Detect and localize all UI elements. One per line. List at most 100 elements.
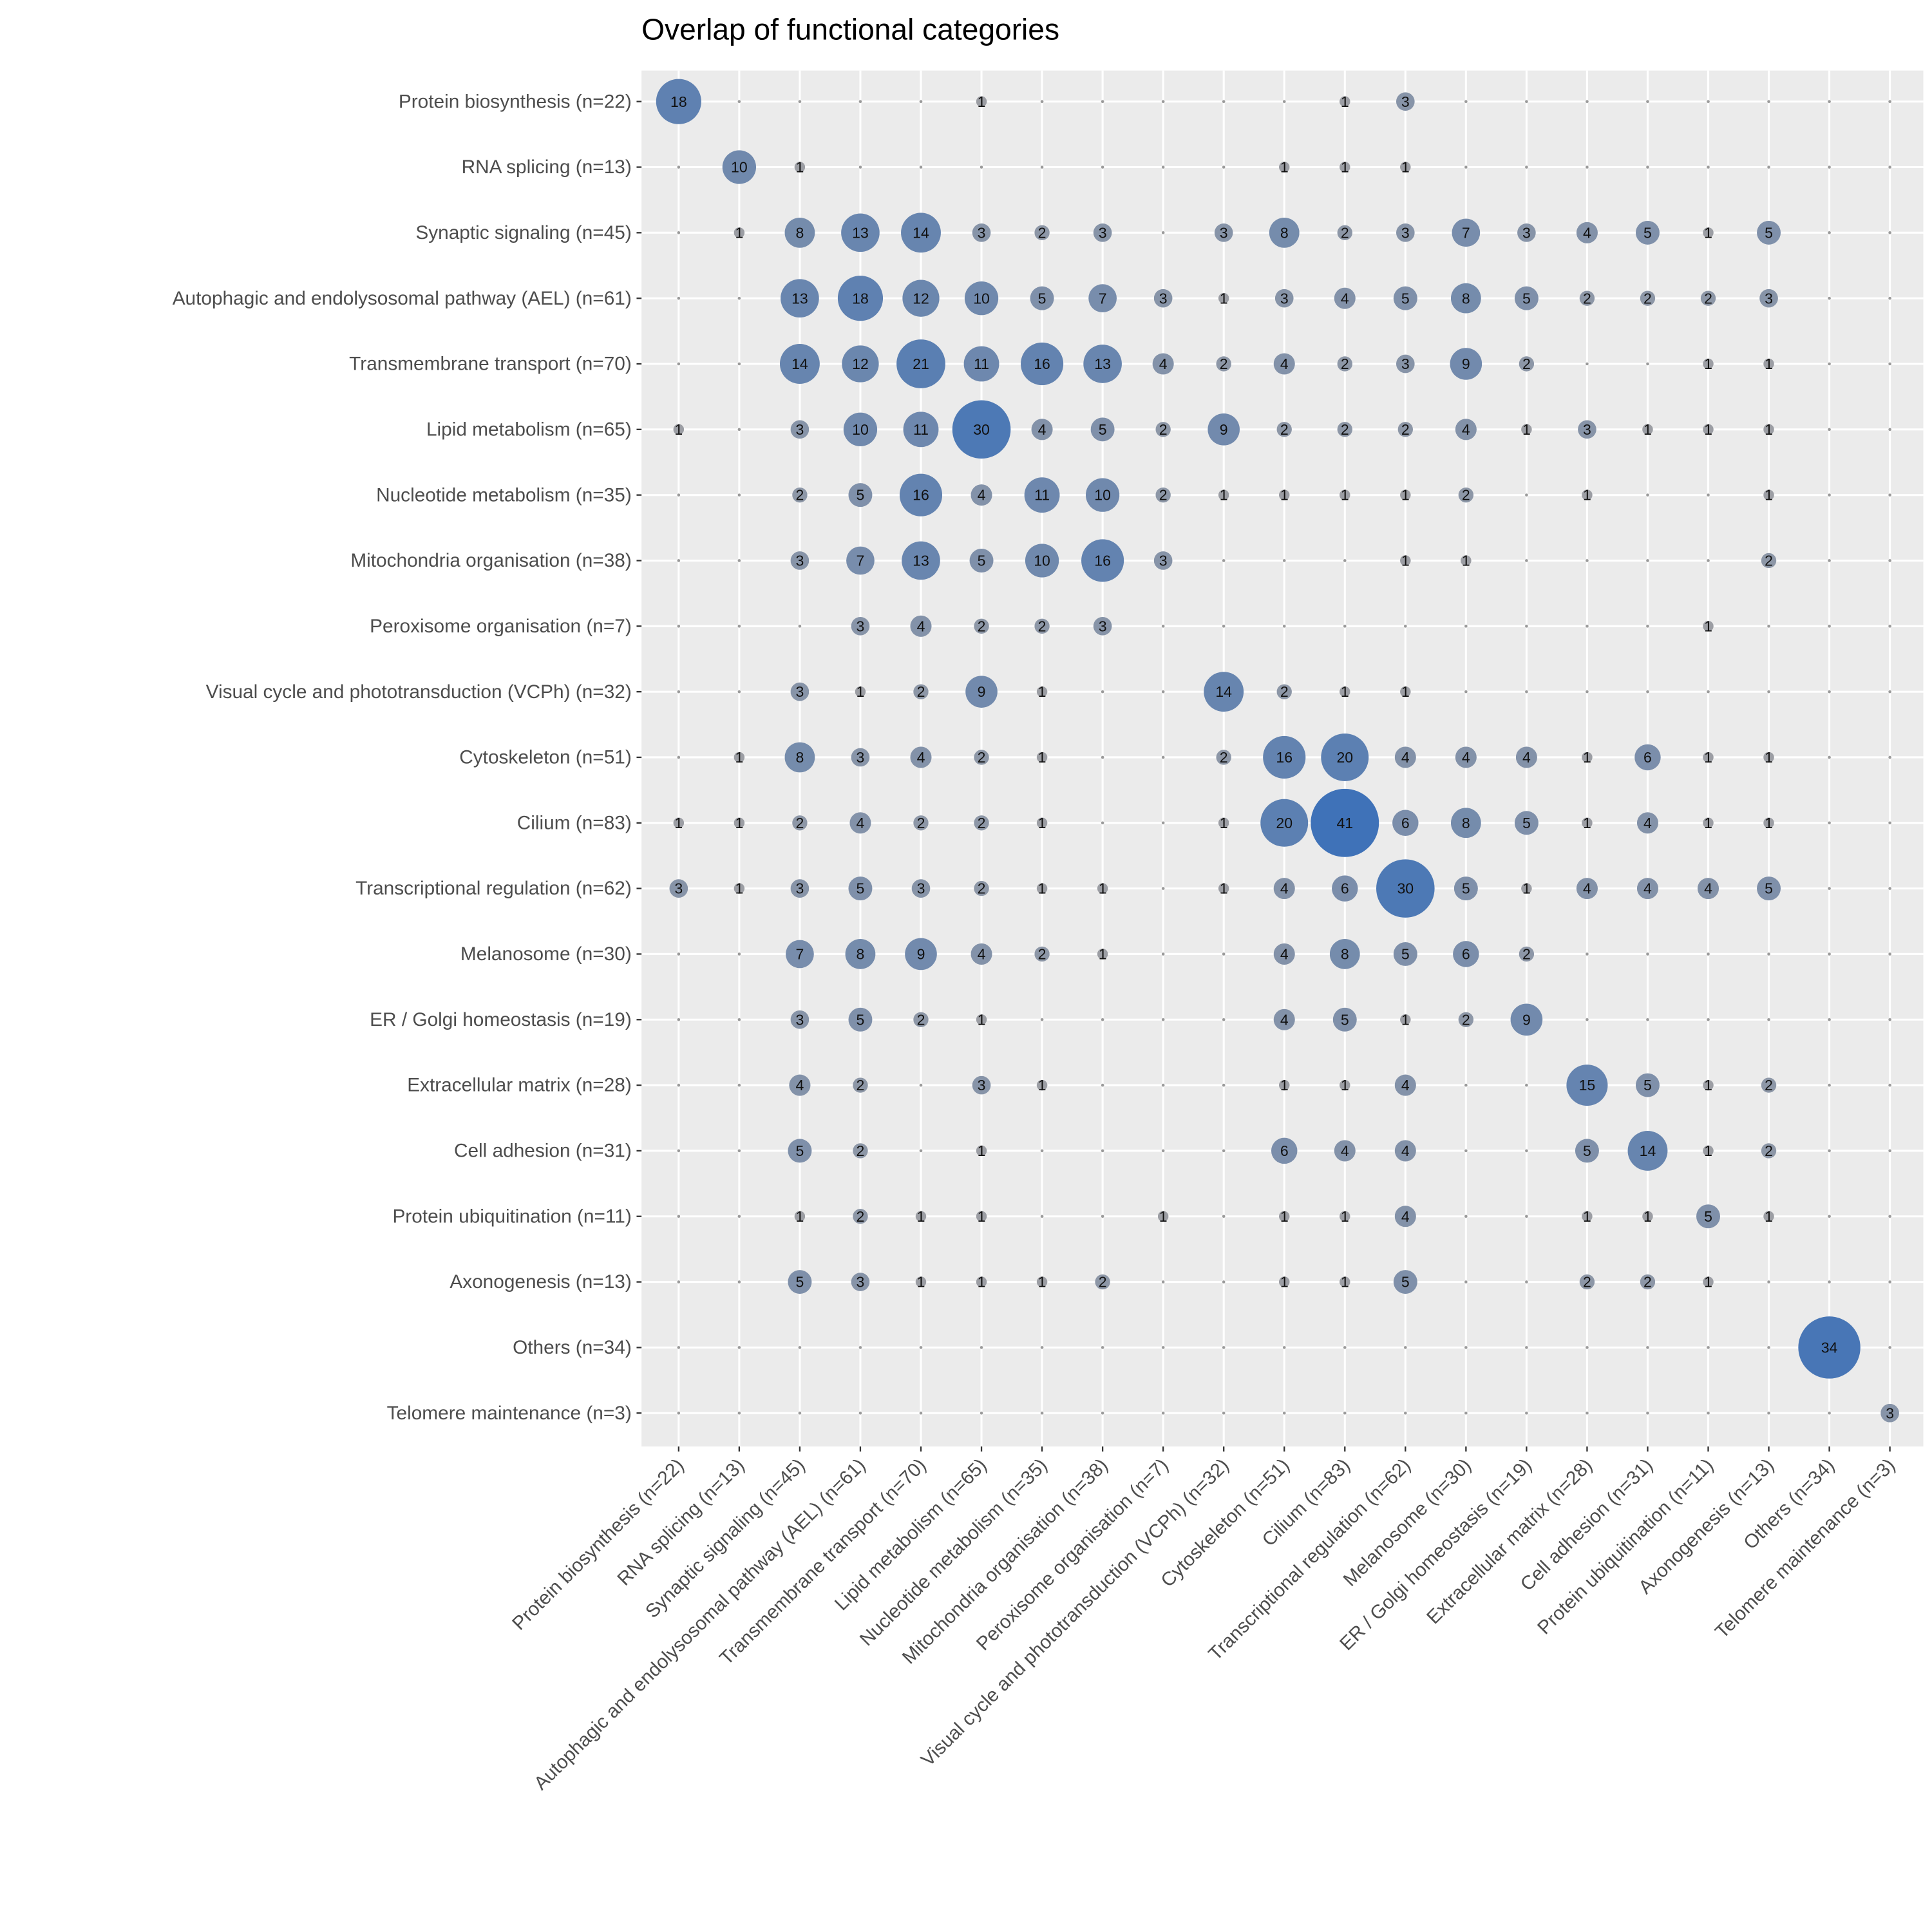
bubble-value-label: 4 xyxy=(1643,880,1652,897)
overlap-bubble xyxy=(1271,1137,1298,1164)
bubble-value-label: 4 xyxy=(1462,421,1470,438)
bubble-value-label: 4 xyxy=(1401,1208,1410,1225)
empty-cell-dot xyxy=(1525,559,1528,562)
bubble-value-label: 2 xyxy=(1099,1274,1107,1291)
bubble-value-label: 2 xyxy=(978,815,986,831)
empty-cell-dot xyxy=(1222,625,1226,628)
overlap-bubble xyxy=(913,815,929,831)
empty-cell-dot xyxy=(1525,690,1528,694)
empty-cell-dot xyxy=(737,1346,741,1349)
empty-cell-dot xyxy=(1888,690,1891,694)
bubble-value-label: 3 xyxy=(796,880,804,897)
bubble-value-label: 8 xyxy=(1341,946,1349,963)
empty-cell-dot xyxy=(1161,100,1165,104)
bubble-value-label: 1 xyxy=(1583,1208,1591,1225)
overlap-bubble xyxy=(1097,883,1108,894)
overlap-bubble xyxy=(1083,345,1122,383)
overlap-bubble xyxy=(1521,883,1532,894)
bubble-value-label: 4 xyxy=(1159,355,1168,372)
empty-cell-dot xyxy=(1888,362,1891,366)
bubble-value-label: 9 xyxy=(1462,355,1470,372)
overlap-bubble xyxy=(911,879,931,898)
bubble-value-label: 1 xyxy=(1583,749,1591,766)
bubble-value-label: 4 xyxy=(978,946,986,963)
overlap-bubble xyxy=(913,684,929,699)
empty-cell-dot xyxy=(1282,100,1286,104)
empty-cell-dot xyxy=(737,296,741,300)
empty-cell-dot xyxy=(1767,1018,1770,1021)
bubble-value-label: 2 xyxy=(1220,355,1228,372)
bubble-value-label: 1 xyxy=(1099,946,1107,963)
bubble-value-label: 3 xyxy=(1401,93,1410,110)
overlap-bubble xyxy=(1085,478,1120,512)
empty-cell-dot xyxy=(1707,1018,1710,1021)
overlap-bubble xyxy=(1514,286,1539,310)
bubble-value-label: 2 xyxy=(917,1011,925,1028)
overlap-bubble xyxy=(1036,817,1048,829)
empty-cell-dot xyxy=(980,166,983,169)
bubble-value-label: 3 xyxy=(1522,224,1531,241)
overlap-bubble xyxy=(1763,1211,1774,1222)
bubble-value-label: 8 xyxy=(796,749,804,766)
bubble-value-label: 2 xyxy=(1341,224,1349,241)
bubble-value-label: 4 xyxy=(1583,880,1591,897)
bubble-value-label: 12 xyxy=(913,290,929,307)
bubble-value-label: 6 xyxy=(1401,815,1410,831)
bubble-value-label: 1 xyxy=(1220,815,1228,831)
bubble-value-label: 1 xyxy=(1220,880,1228,897)
overlap-bubble xyxy=(1576,222,1598,243)
overlap-bubble xyxy=(1700,290,1716,306)
bubble-value-label: 1 xyxy=(1038,1077,1046,1094)
empty-cell-dot xyxy=(1888,296,1891,300)
overlap-bubble xyxy=(1636,812,1658,834)
empty-cell-dot xyxy=(1888,952,1891,956)
overlap-bubble xyxy=(902,279,940,317)
overlap-bubble xyxy=(1703,817,1714,829)
empty-cell-dot xyxy=(1586,690,1589,694)
empty-cell-dot xyxy=(737,625,741,628)
bubble-value-label: 1 xyxy=(1522,421,1531,438)
overlap-bubble xyxy=(1340,162,1350,173)
overlap-bubble xyxy=(1450,283,1481,314)
empty-cell-dot xyxy=(1040,166,1044,169)
empty-cell-dot xyxy=(737,1215,741,1218)
empty-cell-dot xyxy=(1343,559,1347,562)
bubble-value-label: 2 xyxy=(796,487,804,504)
bubble-value-label: 41 xyxy=(1336,815,1353,831)
bubble-value-label: 16 xyxy=(1094,553,1111,569)
overlap-bubble xyxy=(1582,817,1593,829)
overlap-bubble xyxy=(837,276,884,321)
y-tick-label: Axonogenesis (n=13) xyxy=(450,1271,631,1293)
overlap-bubble xyxy=(1340,1276,1350,1287)
overlap-bubble xyxy=(1088,284,1117,313)
empty-cell-dot xyxy=(737,100,741,104)
overlap-bubble xyxy=(1757,220,1781,245)
bubble-value-label: 1 xyxy=(978,1208,986,1225)
empty-cell-dot xyxy=(1828,428,1831,431)
overlap-bubble xyxy=(1763,489,1774,500)
bubble-value-label: 5 xyxy=(1765,224,1773,241)
bubble-value-label: 1 xyxy=(1704,1274,1712,1291)
bubble-value-label: 4 xyxy=(1583,224,1591,241)
overlap-bubble xyxy=(1278,162,1290,173)
empty-cell-dot xyxy=(1888,100,1891,104)
overlap-bubble xyxy=(853,1077,868,1093)
overlap-bubble xyxy=(972,1075,991,1095)
empty-cell-dot xyxy=(1161,1280,1165,1283)
bubble-value-label: 1 xyxy=(917,1274,925,1291)
empty-cell-dot xyxy=(1888,1018,1891,1021)
empty-cell-dot xyxy=(737,1411,741,1415)
bubble-value-label: 1 xyxy=(1765,421,1773,438)
overlap-bubble xyxy=(1759,289,1778,308)
empty-cell-dot xyxy=(1828,1215,1831,1218)
overlap-bubble xyxy=(656,79,701,124)
bubble-value-label: 1 xyxy=(1765,487,1773,504)
empty-cell-dot xyxy=(1767,1411,1770,1415)
bubble-value-label: 18 xyxy=(852,290,869,307)
bubble-value-label: 2 xyxy=(1038,224,1046,241)
empty-cell-dot xyxy=(677,755,681,759)
bubble-value-label: 4 xyxy=(1280,946,1289,963)
bubble-value-label: 7 xyxy=(857,553,865,569)
bubble-value-label: 1 xyxy=(1643,421,1652,438)
